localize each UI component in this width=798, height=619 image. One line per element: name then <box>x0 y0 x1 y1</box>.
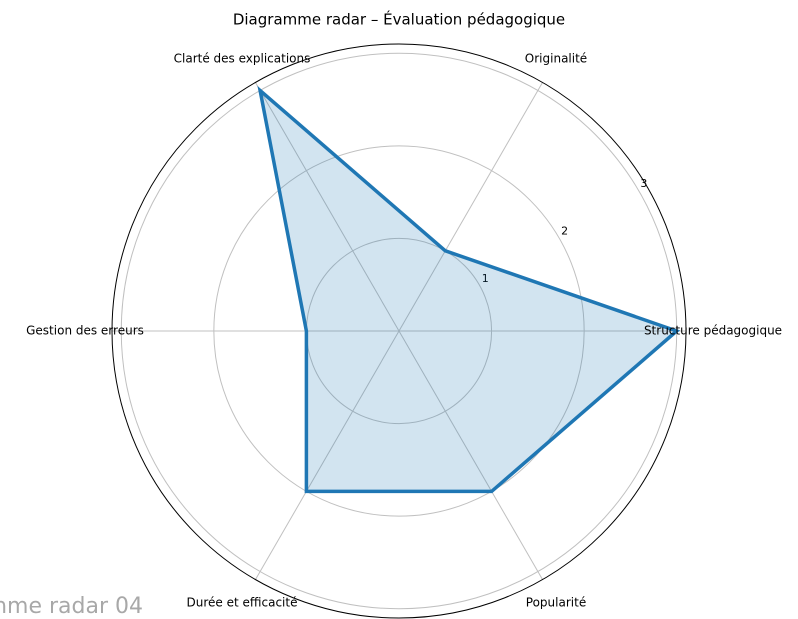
radar-area <box>257 85 681 494</box>
axis-label: Popularité <box>526 595 586 609</box>
spoke <box>255 82 400 332</box>
outer-frame <box>111 43 687 619</box>
watermark: Diagramme radar 04 <box>0 594 143 619</box>
axis-label: Durée et efficacité <box>187 595 298 609</box>
axis-label: Structure pédagogique <box>644 324 782 338</box>
chart-title: Diagramme radar – Évaluation pédagogique <box>233 10 565 29</box>
spoke <box>255 330 400 580</box>
r-tick-label: 3 <box>640 177 647 190</box>
axis-label: Gestion des erreurs <box>26 324 144 338</box>
r-tick-label: 2 <box>561 225 568 238</box>
spoke <box>398 330 543 580</box>
r-tick-label: 1 <box>482 272 489 285</box>
spoke <box>398 82 543 332</box>
axis-label: Clarté des explications <box>174 52 311 66</box>
axis-label: Originalité <box>525 52 587 66</box>
